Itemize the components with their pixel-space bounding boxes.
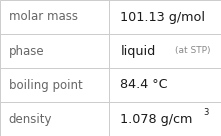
Text: liquid: liquid bbox=[0, 135, 1, 136]
Text: 101.13 g/mol: 101.13 g/mol bbox=[120, 10, 206, 24]
Text: molar mass: molar mass bbox=[9, 10, 78, 24]
Text: phase: phase bbox=[9, 44, 44, 58]
Text: (at STP): (at STP) bbox=[175, 47, 210, 55]
Text: 1.078 g/cm: 1.078 g/cm bbox=[120, 112, 193, 126]
Text: boiling point: boiling point bbox=[9, 78, 83, 92]
Text: density: density bbox=[9, 112, 52, 126]
Text: liquid: liquid bbox=[120, 44, 156, 58]
Text: 3: 3 bbox=[203, 108, 209, 117]
Text: 84.4 °C: 84.4 °C bbox=[120, 78, 168, 92]
